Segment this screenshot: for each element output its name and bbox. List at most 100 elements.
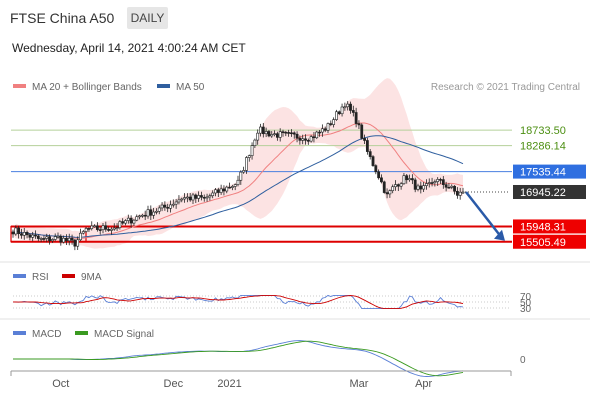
candle [374,165,378,173]
legend-swatch [13,84,26,88]
candle [245,157,248,171]
candle [174,201,178,205]
candle [121,221,125,224]
candle [408,178,411,181]
candle [50,239,54,242]
ma20-line [12,122,464,239]
candle [216,189,220,193]
candle [439,179,442,181]
date-time-label: Wednesday, April 14, 2021 4:00:24 AM CET [12,41,246,55]
level-label: 15948.31 [520,221,566,233]
candle [275,133,279,138]
candle [115,227,119,230]
candle [157,207,161,212]
macd-legend-label: MACD [32,329,61,340]
candle [81,231,85,234]
instrument-title: FTSE China A50 [10,10,115,26]
candle [351,110,355,113]
candle [73,239,77,247]
forecast-arrowhead [494,229,505,241]
candle [166,206,170,209]
candle [160,204,164,209]
candle [149,209,153,216]
candle [225,186,229,192]
candle [242,170,246,173]
candle [28,234,32,238]
candle [363,138,366,141]
candle [458,191,462,196]
credit-label: Research © 2021 Trading Central [431,82,580,93]
candle [332,119,336,125]
candle [343,106,347,109]
candle [180,198,184,201]
x-tick-label: 2021 [217,378,241,390]
candle [152,211,156,216]
candle [98,229,102,231]
candle [419,185,423,190]
candle [56,235,60,238]
x-tick-label: Dec [164,378,184,390]
rsi-level-label: 30 [520,304,532,315]
candle [140,214,144,217]
candle [228,186,231,189]
ma50-line [12,135,464,238]
candle [67,237,71,242]
candle [65,237,68,242]
rsi-legend-label: RSI [32,272,49,283]
candle [270,134,274,137]
candle [368,151,372,157]
candle [219,188,223,193]
candle [171,203,175,206]
candle [84,228,88,232]
candle [365,140,369,152]
candle [250,145,254,156]
candle [357,123,361,126]
candle [107,229,111,231]
candle [354,112,358,124]
candle [79,232,82,241]
candle [239,171,243,181]
candle [211,192,215,197]
candle [306,140,310,142]
candle [427,182,431,184]
candle [278,131,282,138]
candle [185,196,189,199]
macd-legend-swatch [13,331,26,335]
timeframe-button[interactable]: DAILY [127,7,168,29]
candle [14,227,18,235]
candle [48,236,51,242]
candle [132,219,136,224]
level-label-bg [513,184,586,199]
x-tick-label: Mar [349,378,368,390]
candle [59,235,63,243]
candle [205,196,209,199]
candle [22,232,26,236]
candle [455,190,459,196]
candle [349,103,352,111]
candle [335,111,338,120]
forecast-arrow [465,191,502,238]
candle [394,184,397,188]
candle [410,178,414,181]
candle [247,155,251,158]
candle [360,124,364,139]
candle [259,126,262,134]
level-label: 18733.50 [520,125,566,137]
level-label: 16945.22 [520,187,566,199]
candle [453,185,456,192]
candle [87,228,91,230]
candle [135,216,139,221]
candle [177,199,181,203]
candle [95,225,99,230]
candle [236,179,240,185]
candle [197,195,201,199]
candle [450,185,454,188]
candle [371,156,375,166]
candle [261,126,265,135]
candle [436,179,440,182]
candle [402,175,406,185]
macd-zero-label: 0 [520,355,526,366]
candle [315,131,319,139]
candle [31,234,35,238]
candle [155,210,158,213]
